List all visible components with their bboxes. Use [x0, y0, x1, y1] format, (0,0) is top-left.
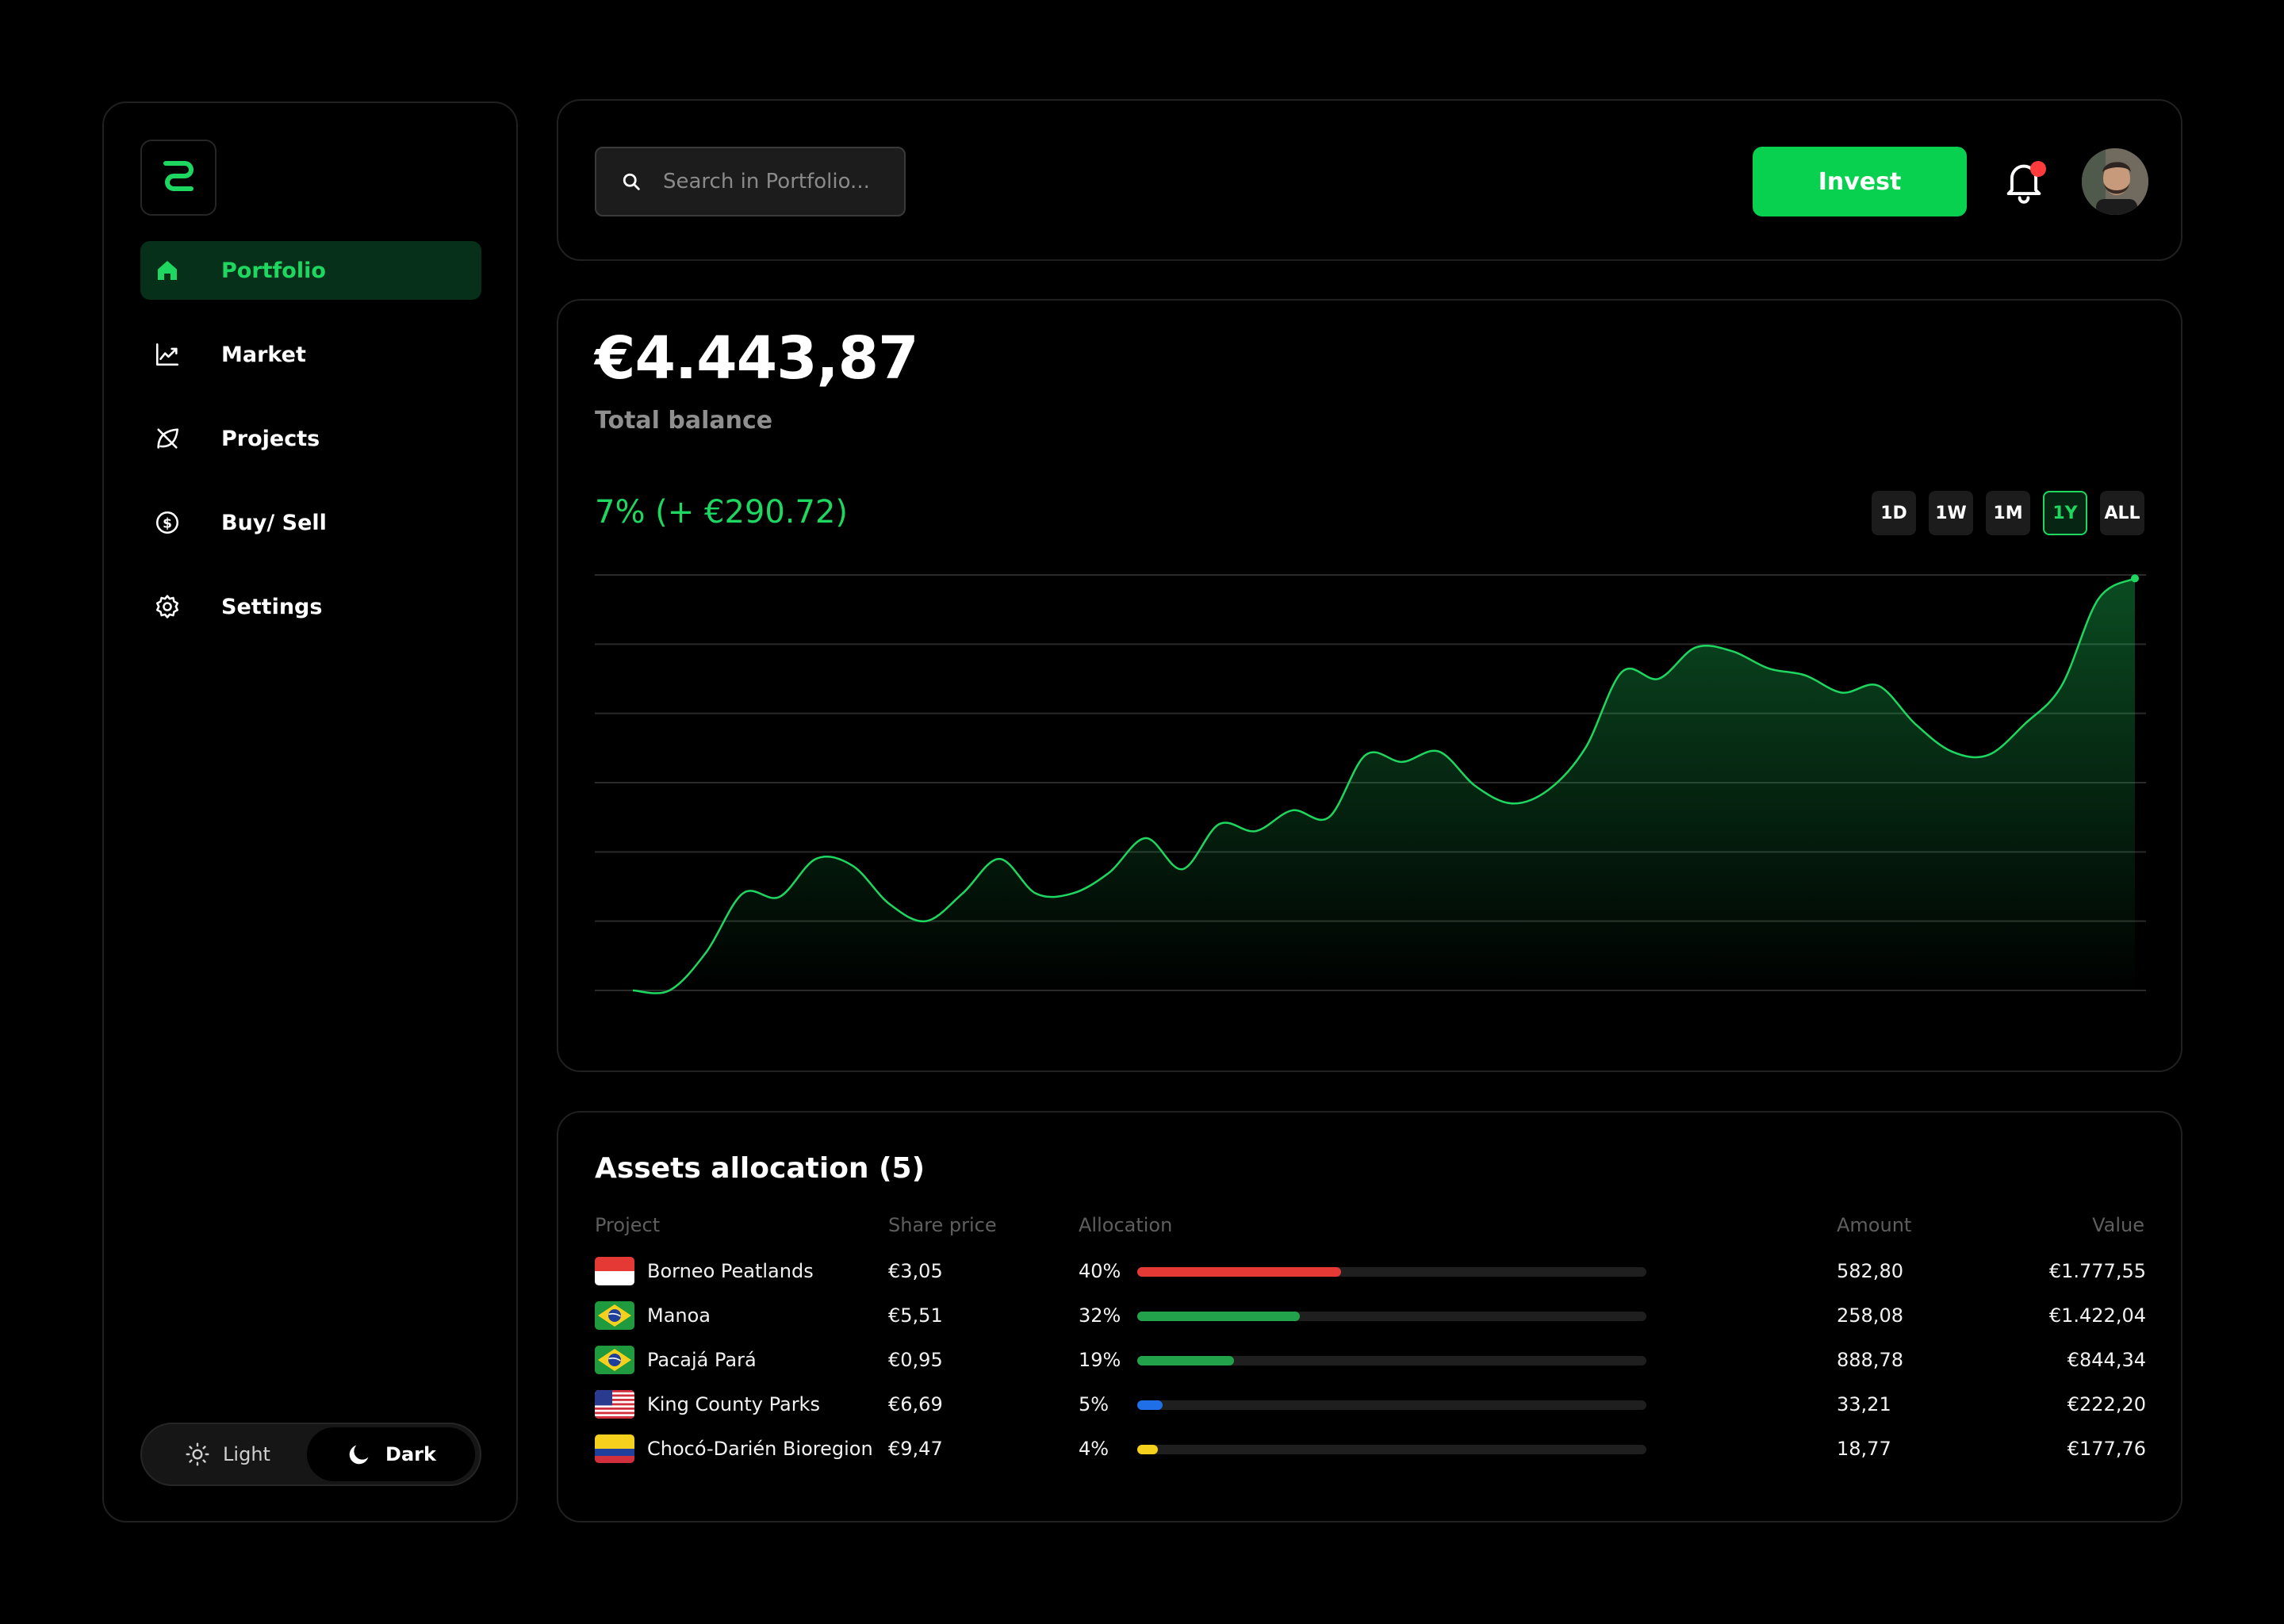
sidebar-item-label: Projects	[221, 426, 320, 451]
usa-flag-icon	[595, 1382, 634, 1427]
allocation-bar-fill	[1137, 1312, 1301, 1321]
search-box[interactable]	[595, 147, 906, 216]
allocation-percent: 40%	[1079, 1260, 1121, 1282]
invest-button[interactable]: Invest	[1753, 147, 1967, 216]
column-header-value: Value	[2092, 1214, 2144, 1236]
allocation-percent: 5%	[1079, 1393, 1109, 1415]
range-1y[interactable]: 1Y	[2043, 491, 2087, 535]
sun-icon	[185, 1442, 210, 1467]
project-name: King County Parks	[647, 1393, 820, 1415]
column-header-amount: Amount	[1837, 1214, 1912, 1236]
gear-icon	[151, 591, 183, 622]
notification-bell-icon[interactable]	[2003, 159, 2048, 204]
search-icon	[620, 170, 642, 193]
allocation-bar	[1137, 1267, 1646, 1277]
allocation-bar	[1137, 1445, 1646, 1454]
share-price: €5,51	[888, 1304, 943, 1327]
avatar[interactable]	[2082, 148, 2148, 215]
table-row[interactable]: Borneo Peatlands €3,05 40% 582,80 €1.777,55	[595, 1249, 2146, 1293]
leaf-icon	[151, 423, 183, 454]
theme-toggle[interactable]: Light Dark	[140, 1423, 481, 1486]
chart-series-line	[632, 577, 2136, 994]
sidebar-item-label: Portfolio	[221, 258, 326, 283]
light-theme-label: Light	[223, 1443, 270, 1465]
project-name: Borneo Peatlands	[647, 1260, 814, 1282]
table-row[interactable]: King County Parks €6,69 5% 33,21 €222,20	[595, 1382, 2146, 1427]
total-balance-amount: €4.443,87	[595, 324, 919, 393]
amount: 33,21	[1837, 1393, 1891, 1415]
assets-allocation-title: Assets allocation (5)	[595, 1152, 925, 1185]
balance-card: €4.443,87 Total balance 7% (+ €290.72) 1…	[557, 299, 2182, 1072]
allocation-bar-fill	[1137, 1400, 1163, 1410]
z-link-logo-icon[interactable]	[140, 140, 217, 216]
value: €1.777,55	[2048, 1260, 2146, 1282]
dollar-coin-icon: $	[151, 507, 183, 538]
range-1m[interactable]: 1M	[1986, 491, 2030, 535]
table-row[interactable]: Chocó-Darién Bioregion €9,47 4% 18,77 €177,7…	[595, 1427, 2146, 1471]
home-icon	[151, 255, 183, 286]
value: €1.422,04	[2048, 1304, 2146, 1327]
value: €177,76	[2067, 1438, 2146, 1460]
column-header-project: Project	[595, 1214, 661, 1236]
project-name: Chocó-Darién Bioregion	[647, 1438, 873, 1460]
column-header-share-price: Share price	[888, 1214, 997, 1236]
moon-icon	[346, 1441, 373, 1468]
brazil-flag-icon	[595, 1338, 634, 1382]
allocation-percent: 4%	[1079, 1438, 1109, 1460]
dark-theme-label: Dark	[385, 1443, 436, 1465]
value: €844,34	[2067, 1349, 2146, 1371]
balance-change: 7% (+ €290.72)	[595, 494, 849, 530]
project-name: Manoa	[647, 1304, 711, 1327]
range-1w[interactable]: 1W	[1929, 491, 1973, 535]
sidebar-item-settings[interactable]: Settings	[140, 577, 481, 636]
table-row[interactable]: Pacajá Pará €0,95 19% 888,78 €844,34	[595, 1338, 2146, 1382]
sidebar-item-buy-sell[interactable]: $ Buy/ Sell	[140, 493, 481, 552]
allocation-percent: 19%	[1079, 1349, 1121, 1371]
allocation-bar	[1137, 1356, 1646, 1365]
sidebar-item-market[interactable]: Market	[140, 325, 481, 384]
share-price: €0,95	[888, 1349, 943, 1371]
allocation-bar-fill	[1137, 1356, 1234, 1365]
share-price: €9,47	[888, 1438, 943, 1460]
chart-area-fill	[633, 578, 2135, 994]
top-bar: Invest	[557, 99, 2182, 261]
notification-dot	[2030, 161, 2046, 177]
allocation-bar-fill	[1137, 1445, 1158, 1454]
indonesia-flag-icon	[595, 1249, 634, 1293]
total-balance-label: Total balance	[595, 407, 773, 435]
sidebar-item-label: Buy/ Sell	[221, 510, 327, 535]
share-price: €6,69	[888, 1393, 943, 1415]
value: €222,20	[2067, 1393, 2146, 1415]
balance-area-chart	[595, 574, 2146, 994]
allocation-bar-fill	[1137, 1267, 1341, 1277]
svg-text:$: $	[163, 515, 172, 531]
amount: 18,77	[1837, 1438, 1891, 1460]
range-all[interactable]: ALL	[2100, 491, 2144, 535]
amount: 888,78	[1837, 1349, 1903, 1371]
range-selector: 1D 1W 1M 1Y ALL	[1872, 491, 2144, 535]
sidebar-item-projects[interactable]: Projects	[140, 409, 481, 468]
sidebar-item-label: Settings	[221, 594, 323, 619]
amount: 582,80	[1837, 1260, 1903, 1282]
sidebar-item-portfolio[interactable]: Portfolio	[140, 241, 481, 300]
amount: 258,08	[1837, 1304, 1903, 1327]
column-header-allocation: Allocation	[1079, 1214, 1173, 1236]
assets-allocation-card: Assets allocation (5) Project Share pric…	[557, 1111, 2182, 1522]
table-row[interactable]: Manoa €5,51 32% 258,08 €1.422,04	[595, 1293, 2146, 1338]
dark-theme-button[interactable]: Dark	[307, 1427, 475, 1481]
allocation-bar	[1137, 1312, 1646, 1321]
allocation-bar	[1137, 1400, 1646, 1410]
share-price: €3,05	[888, 1260, 943, 1282]
project-name: Pacajá Pará	[647, 1349, 757, 1371]
chart-data-point	[2131, 574, 2139, 583]
sidebar-item-label: Market	[221, 342, 306, 367]
trend-chart-icon	[151, 339, 183, 370]
colombia-flag-icon	[595, 1427, 634, 1471]
search-input[interactable]	[661, 169, 902, 194]
range-1d[interactable]: 1D	[1872, 491, 1916, 535]
allocation-percent: 32%	[1079, 1304, 1121, 1327]
light-theme-button[interactable]: Light	[148, 1427, 307, 1481]
sidebar: Portfolio Market Projects $ Buy/ Sell Se…	[102, 102, 518, 1522]
brazil-flag-icon	[595, 1293, 634, 1338]
